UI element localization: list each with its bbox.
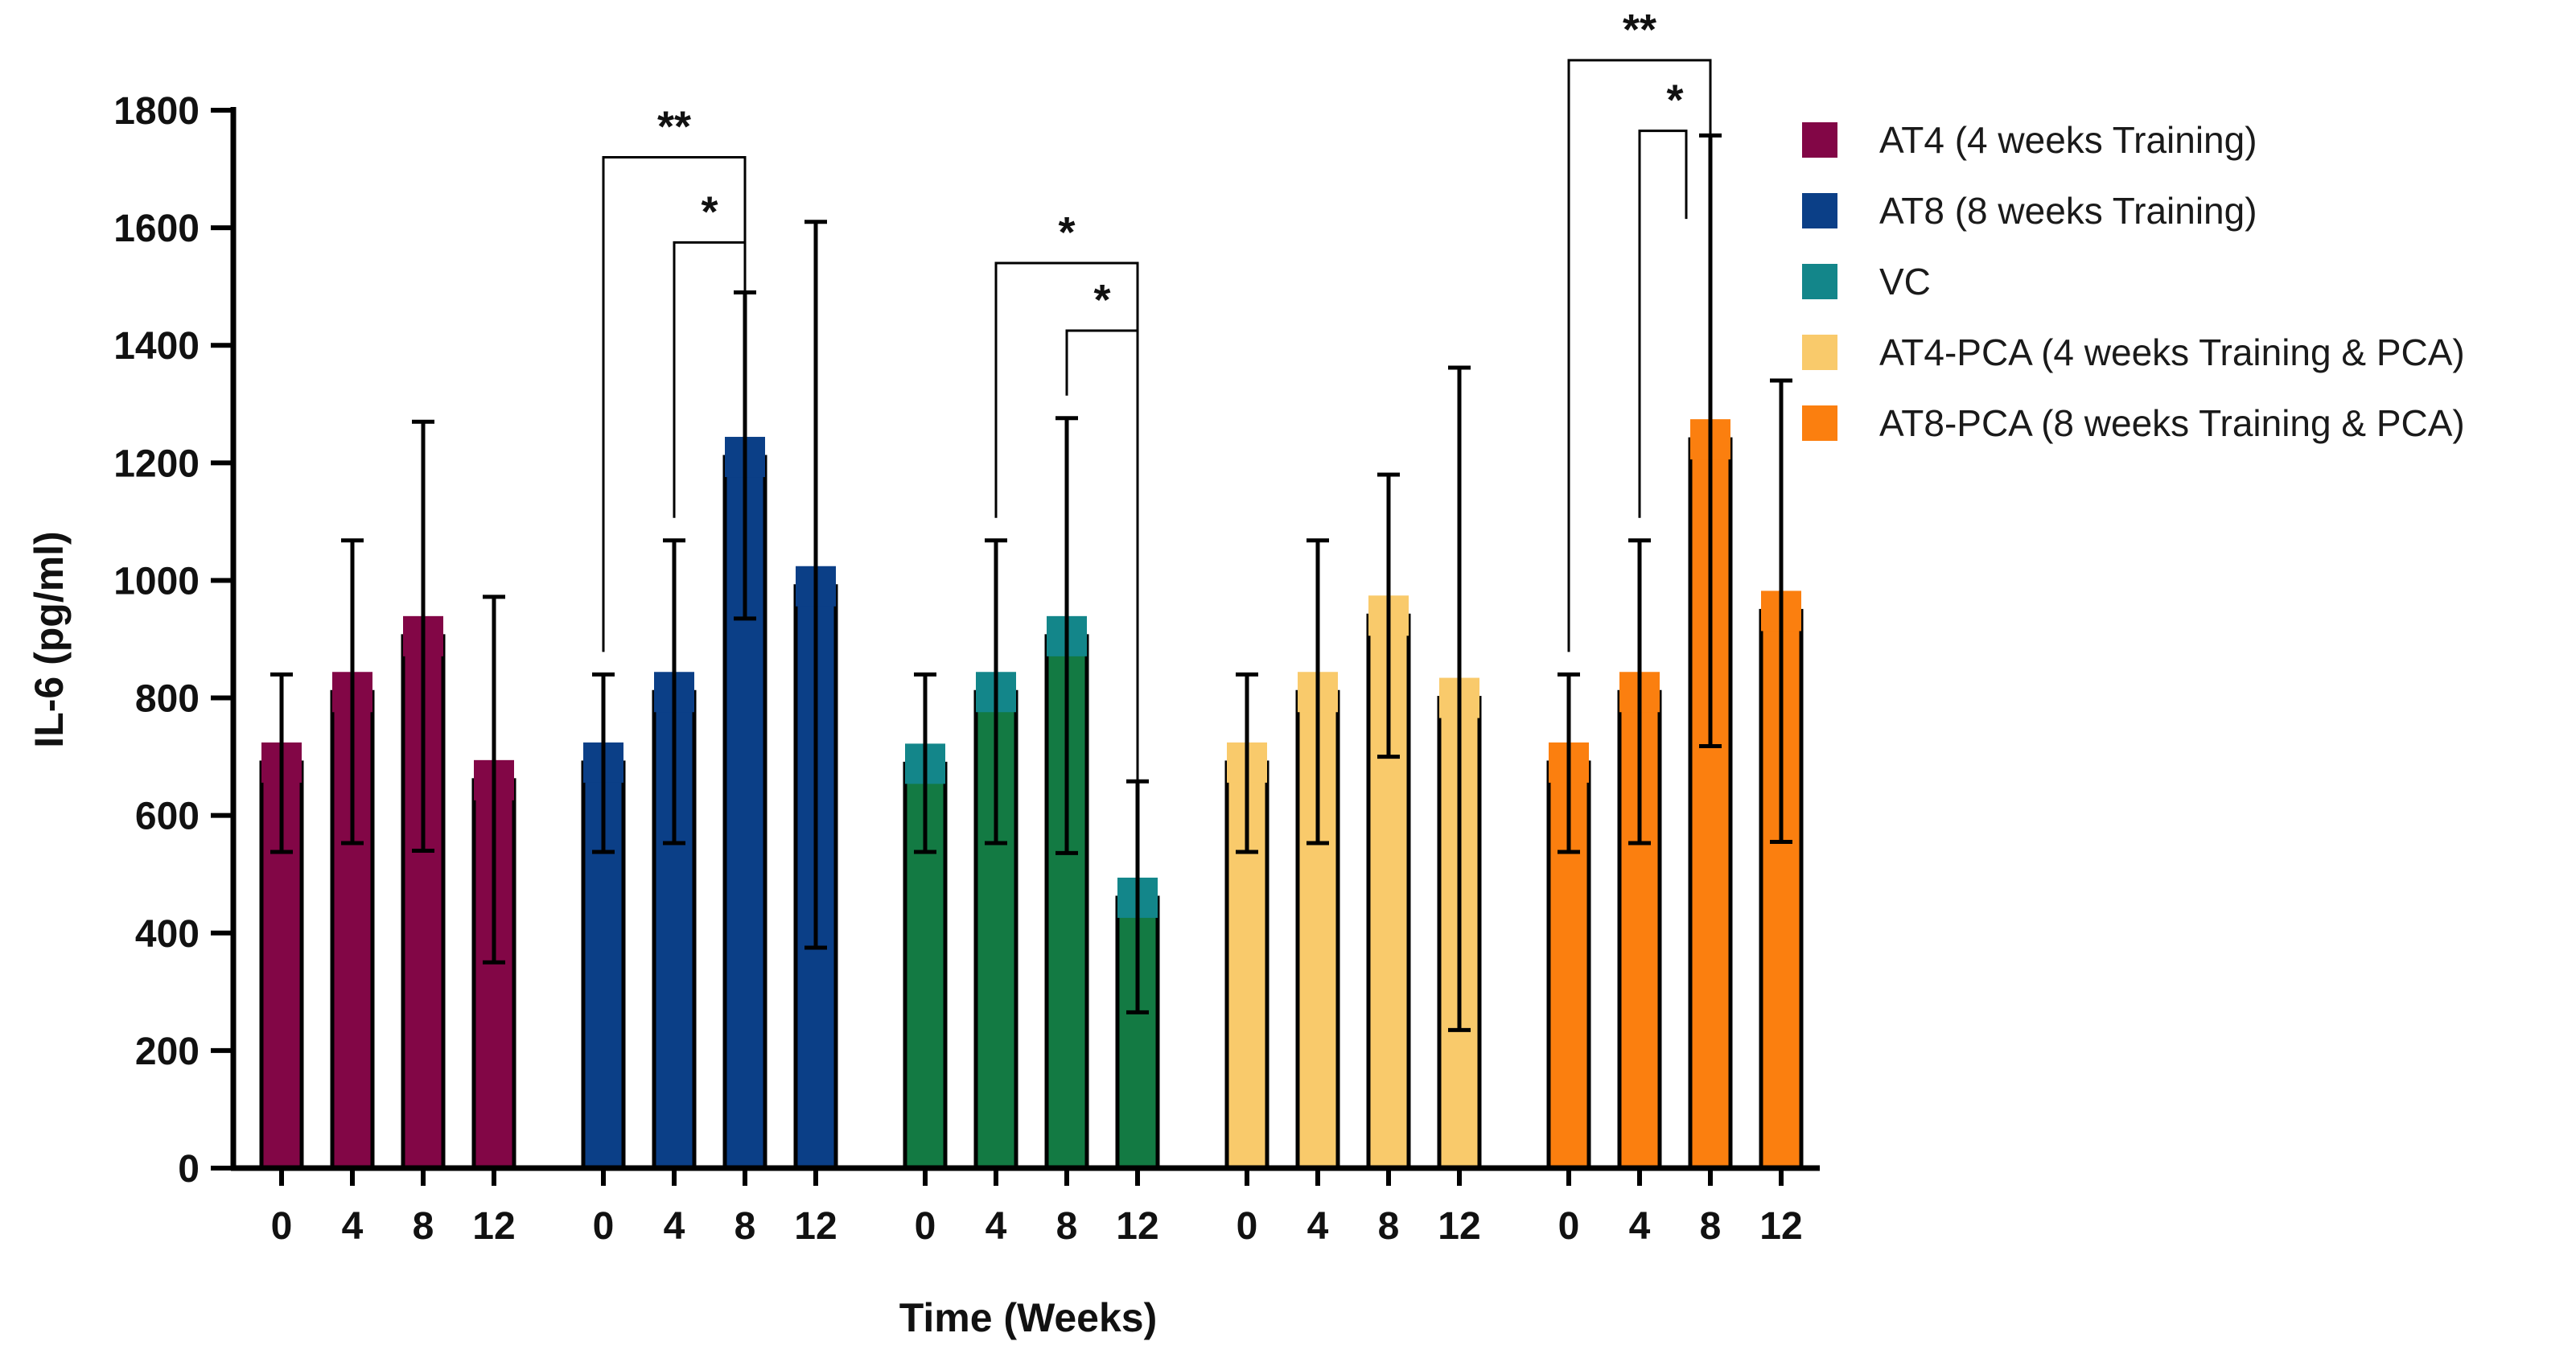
y-tick-label: 200	[135, 1031, 200, 1073]
significance-label: *	[1093, 276, 1110, 324]
legend-label: AT8-PCA (8 weeks Training & PCA)	[1879, 402, 2465, 444]
legend-item: AT4-PCA (4 weeks Training & PCA)	[1802, 317, 2465, 388]
y-tick-label: 0	[178, 1148, 200, 1191]
legend-swatch	[1802, 405, 1837, 441]
y-tick-label: 600	[135, 796, 200, 838]
x-tick-label: 4	[1307, 1205, 1329, 1248]
x-tick-label: 12	[472, 1205, 515, 1248]
x-tick-label: 0	[915, 1205, 936, 1248]
significance-label: **	[1623, 6, 1656, 54]
y-tick-label: 1200	[113, 442, 200, 485]
legend-label: VC	[1879, 261, 1931, 302]
y-tick-label: 1800	[113, 90, 200, 133]
x-tick-label: 12	[794, 1205, 837, 1248]
y-tick-label: 1600	[113, 208, 200, 250]
x-tick-label: 4	[1629, 1205, 1651, 1248]
significance-bracket	[1567, 59, 1712, 652]
x-axis-label: Time (Weeks)	[899, 1295, 1158, 1340]
y-tick-label: 400	[135, 913, 200, 956]
legend-swatch	[1802, 193, 1837, 228]
significance-label: *	[701, 187, 718, 236]
y-tick-label: 1000	[113, 560, 200, 603]
legend: AT4 (4 weeks Training) AT8 (8 weeks Train…	[1802, 105, 2465, 459]
legend-item: VC	[1802, 246, 2465, 317]
x-tick-label: 0	[1558, 1205, 1580, 1248]
legend-label: AT4 (4 weeks Training)	[1879, 119, 2257, 161]
significance-label: *	[1058, 208, 1075, 257]
significance-bracket	[673, 241, 747, 518]
y-tick-label: 1400	[113, 325, 200, 368]
legend-item: AT8 (8 weeks Training)	[1802, 175, 2465, 246]
legend-swatch	[1802, 264, 1837, 299]
x-tick-label: 12	[1438, 1205, 1480, 1248]
y-axis-label: IL-6 (pg/ml)	[27, 531, 72, 747]
x-tick-label: 12	[1759, 1205, 1802, 1248]
y-tick-label: 800	[135, 678, 200, 721]
significance-label: **	[657, 102, 691, 150]
significance-label: *	[1666, 76, 1683, 125]
x-tick-label: 0	[271, 1205, 293, 1248]
x-tick-label: 4	[342, 1205, 364, 1248]
legend-label: AT4-PCA (4 weeks Training & PCA)	[1879, 331, 2465, 373]
significance-bracket	[1065, 329, 1139, 870]
x-tick-label: 4	[664, 1205, 685, 1248]
significance-bracket	[1638, 130, 1688, 518]
x-tick-label: 0	[1237, 1205, 1258, 1248]
x-tick-label: 8	[1378, 1205, 1400, 1248]
x-tick-label: 0	[593, 1205, 615, 1248]
legend-swatch	[1802, 122, 1837, 158]
x-tick-label: 8	[1056, 1205, 1078, 1248]
x-tick-label: 8	[1700, 1205, 1722, 1248]
legend-item: AT4 (4 weeks Training)	[1802, 105, 2465, 175]
x-tick-label: 8	[735, 1205, 756, 1248]
x-tick-label: 4	[986, 1205, 1007, 1248]
x-tick-label: 8	[413, 1205, 434, 1248]
legend-swatch	[1802, 335, 1837, 370]
legend-label: AT8 (8 weeks Training)	[1879, 190, 2257, 232]
x-tick-label: 12	[1116, 1205, 1158, 1248]
bar	[401, 634, 446, 1171]
legend-item: AT8-PCA (8 weeks Training & PCA)	[1802, 388, 2465, 459]
